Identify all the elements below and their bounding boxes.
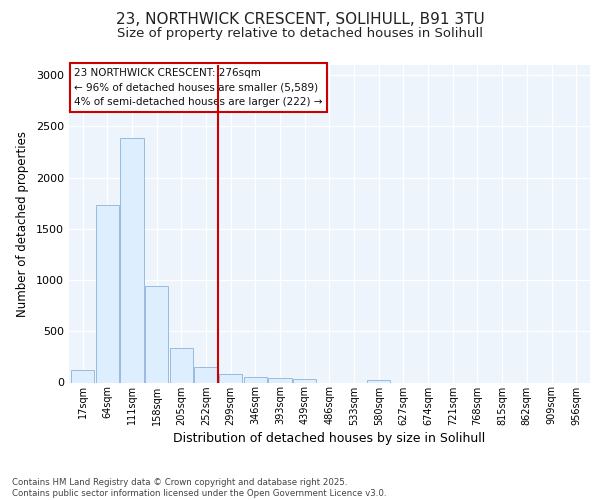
Text: 23, NORTHWICK CRESCENT, SOLIHULL, B91 3TU: 23, NORTHWICK CRESCENT, SOLIHULL, B91 3T… (116, 12, 484, 28)
Bar (95, 206, 119, 382)
Bar (244, 377, 267, 382)
X-axis label: Distribution of detached houses by size in Solihull: Distribution of detached houses by size … (173, 432, 485, 444)
Bar (170, 348, 193, 382)
Text: Size of property relative to detached houses in Solihull: Size of property relative to detached ho… (117, 28, 483, 40)
Bar (120, 138, 143, 382)
Text: 23 NORTHWICK CRESCENT: 276sqm
← 96% of detached houses are smaller (5,589)
4% of: 23 NORTHWICK CRESCENT: 276sqm ← 96% of d… (74, 68, 323, 107)
Text: Contains HM Land Registry data © Crown copyright and database right 2025.
Contai: Contains HM Land Registry data © Crown c… (12, 478, 386, 498)
Bar (367, 380, 391, 382)
Bar (71, 370, 94, 382)
Bar (145, 286, 169, 382)
Bar (293, 380, 316, 382)
Bar (194, 366, 218, 382)
Y-axis label: Number of detached properties: Number of detached properties (16, 130, 29, 317)
Bar (268, 378, 292, 382)
Bar (219, 374, 242, 382)
